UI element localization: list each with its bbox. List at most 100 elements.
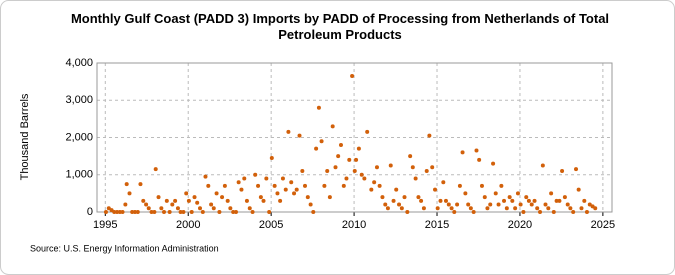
point (419, 198, 424, 203)
point (365, 129, 370, 134)
point (311, 210, 316, 214)
point (186, 198, 191, 203)
point (130, 210, 135, 214)
point (354, 157, 359, 162)
point (504, 206, 509, 211)
point (571, 210, 576, 214)
point (344, 176, 349, 181)
point (587, 202, 592, 207)
x-tick-label: 2010 (342, 219, 366, 231)
point (120, 210, 125, 214)
point (189, 210, 194, 214)
point (325, 169, 330, 174)
point (250, 210, 255, 214)
point (300, 169, 305, 174)
point (549, 191, 554, 196)
point (209, 202, 214, 207)
point (526, 198, 531, 203)
plot-border (96, 62, 613, 213)
point (540, 163, 545, 168)
point (159, 206, 164, 211)
point (132, 210, 137, 214)
x-tick-label: 2000 (176, 219, 200, 231)
point (233, 210, 238, 214)
point (322, 183, 327, 188)
point (314, 146, 319, 151)
x-tick-label: 2025 (591, 219, 615, 231)
point (491, 161, 496, 166)
point (427, 133, 432, 138)
point (261, 198, 266, 203)
point (164, 198, 169, 203)
point (305, 195, 310, 200)
point (383, 202, 388, 207)
point (112, 210, 117, 214)
point (543, 202, 548, 207)
point (319, 139, 324, 144)
point (399, 206, 404, 211)
point (247, 206, 252, 211)
point (385, 206, 390, 211)
point (297, 133, 302, 138)
point (135, 210, 140, 214)
point (272, 183, 277, 188)
point (214, 191, 219, 196)
point (203, 174, 208, 179)
point (554, 198, 559, 203)
point (220, 195, 225, 200)
point (513, 206, 518, 211)
point (377, 183, 382, 188)
point (374, 165, 379, 170)
point (198, 206, 202, 211)
point (507, 195, 512, 200)
point (488, 202, 493, 207)
point (372, 180, 377, 185)
point (416, 195, 421, 200)
point (256, 183, 261, 188)
point (402, 195, 407, 200)
point (499, 183, 504, 188)
point (217, 210, 222, 214)
point (568, 206, 573, 211)
x-tick-label: 2005 (259, 219, 283, 231)
point (394, 187, 399, 192)
point (532, 198, 537, 203)
point (535, 206, 540, 211)
point (286, 129, 291, 134)
point (156, 195, 161, 200)
point (289, 180, 294, 185)
point (181, 210, 186, 214)
point (347, 157, 352, 162)
point (485, 206, 490, 211)
point (239, 187, 244, 192)
point (471, 210, 476, 214)
point (438, 198, 443, 203)
y-tick-label: 1,000 (65, 169, 93, 181)
point (350, 74, 355, 79)
point (138, 182, 143, 187)
point (341, 183, 346, 188)
source: Source: U.S. Energy Information Administ… (30, 243, 219, 253)
point (493, 191, 498, 196)
point (457, 183, 462, 188)
point (123, 202, 128, 207)
point (424, 169, 429, 174)
point (275, 191, 280, 196)
point (362, 176, 367, 181)
point (195, 200, 200, 205)
point (178, 210, 183, 214)
y-tick-label: 0 (87, 206, 93, 218)
x-tick-label: 1995 (93, 219, 117, 231)
point (518, 202, 523, 207)
point (170, 202, 175, 207)
point (264, 176, 269, 181)
point (103, 210, 108, 214)
point (231, 210, 236, 214)
y-tick-label: 3,000 (65, 94, 93, 106)
point (336, 154, 341, 159)
point (515, 191, 520, 196)
point (408, 154, 413, 159)
point (538, 210, 543, 214)
point (294, 187, 299, 192)
